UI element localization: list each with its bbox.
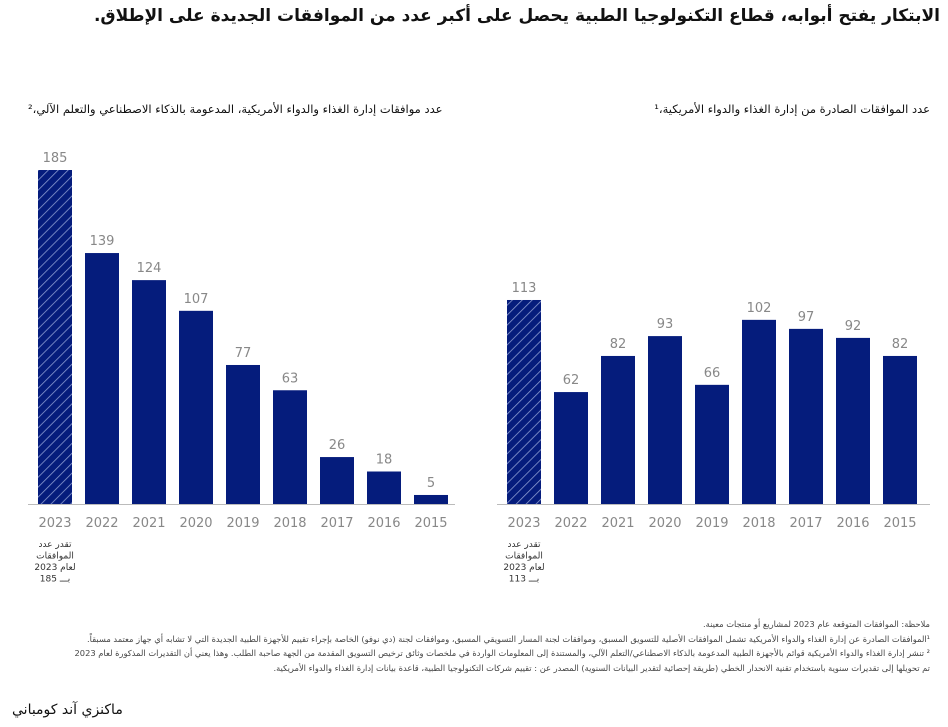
x-tick-label: 2017 [320, 516, 353, 531]
estimate-note: تقدر عدد [507, 540, 541, 550]
x-tick-label: 2018 [742, 516, 775, 531]
bar [38, 170, 72, 504]
bar [648, 336, 682, 504]
x-tick-label: 2019 [695, 516, 728, 531]
bar [367, 471, 401, 504]
x-tick-label: 2020 [648, 516, 681, 531]
x-tick-label: 2019 [226, 516, 259, 531]
bar [601, 355, 635, 504]
data-label: 82 [892, 337, 909, 352]
bar [507, 299, 541, 504]
x-tick-label: 2015 [883, 516, 916, 531]
data-label: 5 [427, 476, 435, 491]
bar [226, 364, 260, 504]
x-tick-label: 2018 [273, 516, 306, 531]
data-label: 107 [184, 292, 209, 307]
data-label: 93 [657, 317, 674, 332]
data-label: 26 [329, 438, 346, 453]
data-label: 124 [137, 261, 162, 276]
data-label: 185 [43, 151, 68, 166]
data-label: 139 [90, 234, 115, 249]
footnote: ¹الموافقات الصادرة عن إدارة الغذاء والدو… [87, 633, 930, 644]
bar [414, 494, 448, 504]
footnote: تم تحويلها إلى تقديرات سنوية باستخدام تق… [273, 662, 930, 673]
estimate-note: الموافقات [36, 552, 74, 562]
estimate-note: بـــ 113 [509, 575, 539, 585]
bar [273, 390, 307, 504]
bar [320, 457, 354, 504]
x-tick-label: 2022 [554, 516, 587, 531]
bar [883, 355, 917, 504]
x-tick-label: 2023 [38, 516, 71, 531]
data-label: 18 [376, 453, 393, 468]
bar [695, 384, 729, 504]
data-label: 97 [798, 310, 815, 325]
estimate-note: الموافقات [505, 552, 543, 562]
data-label: 77 [235, 346, 252, 361]
data-label: 102 [747, 301, 772, 316]
data-label: 63 [282, 371, 299, 386]
estimate-note: لعام 2023 [503, 563, 544, 573]
estimate-note: لعام 2023 [34, 563, 75, 573]
bar [836, 337, 870, 504]
data-label: 82 [610, 337, 627, 352]
bar [789, 328, 823, 504]
footnote: ملاحظة: الموافقات المتوقعة عام 2023 لمشا… [703, 619, 930, 629]
x-tick-label: 2017 [789, 516, 822, 531]
data-label: 62 [563, 373, 580, 388]
footnotes: ملاحظة: الموافقات المتوقعة عام 2023 لمشا… [10, 617, 930, 675]
bar [85, 253, 119, 504]
x-tick-label: 2021 [132, 516, 165, 531]
page-title: الابتكار يفتح أبوابه، قطاع التكنولوجيا ا… [93, 6, 940, 26]
logo: ماكنزي آند كومباني [12, 702, 123, 718]
x-tick-label: 2023 [507, 516, 540, 531]
x-tick-label: 2020 [179, 516, 212, 531]
estimate-note: بـــ 185 [40, 575, 70, 585]
footnote: ² تنشر إدارة الغذاء والدواء الأمريكية قو… [74, 648, 930, 658]
estimate-note: تقدر عدد [38, 540, 72, 550]
x-tick-label: 2021 [601, 516, 634, 531]
bar [132, 280, 166, 504]
bar [554, 392, 588, 504]
data-label: 92 [845, 319, 862, 334]
charts: 1852023139202212420211072020772019632018… [28, 151, 930, 585]
data-label: 113 [512, 281, 537, 296]
x-tick-label: 2022 [85, 516, 118, 531]
x-tick-label: 2015 [414, 516, 447, 531]
left-chart-title: عدد موافقات إدارة الغذاء والدواء الأمريك… [28, 102, 443, 116]
bar [179, 310, 213, 504]
data-label: 66 [704, 366, 721, 381]
right-chart-title: عدد الموافقات الصادرة من إدارة الغذاء وا… [654, 102, 930, 116]
x-tick-label: 2016 [836, 516, 869, 531]
x-tick-label: 2016 [367, 516, 400, 531]
bar [742, 319, 776, 504]
